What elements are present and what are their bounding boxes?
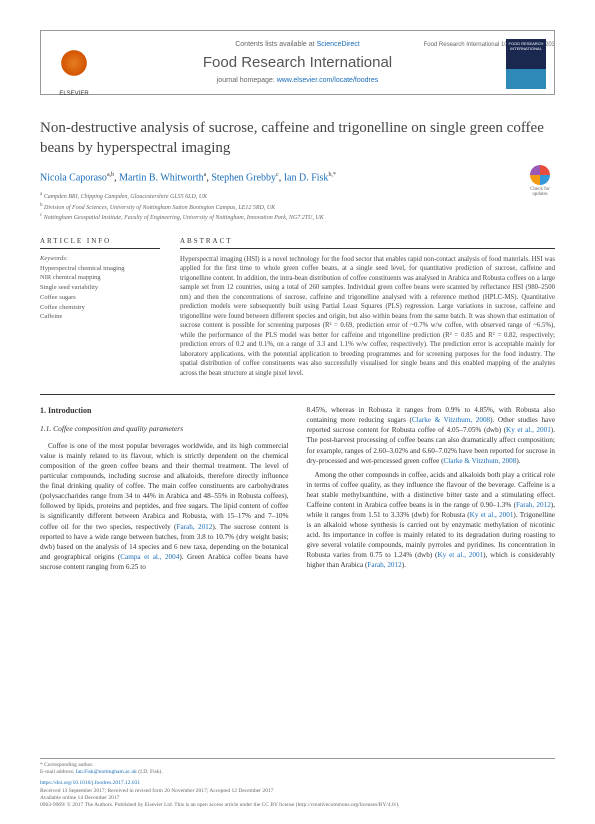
journal-homepage-line: journal homepage: www.elsevier.com/locat… [56,77,539,84]
doi-link[interactable]: https://doi.org/10.1016/j.foodres.2017.1… [40,780,140,786]
keyword: Hyperspectral chemical imaging [40,264,160,274]
abstract-col: ABSTRACT Hyperspectral imaging (HSI) is … [180,237,555,379]
abstract-heading: ABSTRACT [180,237,555,249]
subsection-heading: 1.1. Coffee composition and quality para… [40,424,289,435]
article-info-heading: ARTICLE INFO [40,237,160,249]
affiliation-b: b Division of Food Sciences, University … [40,202,555,212]
body-col-right: 8.45%, whereas in Robusta it ranges from… [307,405,556,576]
keywords-label: Keywords: [40,255,160,262]
journal-cover-thumbnail: FOOD RESEARCH INTERNATIONAL [506,39,546,89]
article-info-col: ARTICLE INFO Keywords: Hyperspectral che… [40,237,160,379]
citation-link[interactable]: Clarke & Vitzthum, 2008 [412,416,490,424]
body-columns: 1. Introduction 1.1. Coffee composition … [40,405,555,576]
contents-prefix: Contents lists available at [235,41,316,48]
corresponding-mark: * [333,172,336,178]
section-heading: 1. Introduction [40,405,289,416]
body-paragraph: Coffee is one of the most popular bevera… [40,441,289,572]
email-link[interactable]: Ian.Fisk@nottingham.ac.uk [76,769,137,775]
doi-line: https://doi.org/10.1016/j.foodres.2017.1… [40,780,555,787]
check-updates-label: Check for updates [530,187,550,197]
citation-link[interactable]: Clarke & Vitzthum, 2008 [443,457,516,465]
sciencedirect-link[interactable]: ScienceDirect [317,41,360,48]
keyword: NIR chemical mapping [40,273,160,283]
available-line: Available online 14 December 2017 [40,795,555,802]
body-col-left: 1. Introduction 1.1. Coffee composition … [40,405,289,576]
section-divider [40,394,555,395]
citation-link[interactable]: Farah, 2012 [367,561,401,569]
citation-link[interactable]: Ky et al., 2001 [437,551,483,559]
elsevier-logo [49,39,99,94]
keywords-list: Hyperspectral chemical imaging NIR chemi… [40,264,160,323]
author-link[interactable]: Nicola Caporaso [40,172,107,183]
citation-link[interactable]: Campa et al., 2004 [120,553,179,561]
cover-text: FOOD RESEARCH INTERNATIONAL [509,41,544,51]
keyword: Single seed variability [40,283,160,293]
journal-header: FOOD RESEARCH INTERNATIONAL Contents lis… [40,30,555,95]
author-affil-sup: a [204,172,207,178]
check-updates-icon [530,165,550,185]
elsevier-tree-icon [54,47,94,87]
copyright-line: 0963-9969/ © 2017 The Authors. Published… [40,802,555,809]
email-line: E-mail address: Ian.Fisk@nottingham.ac.u… [40,769,555,776]
journal-title: Food Research International [56,54,539,71]
affiliations: a Campden BRI, Chipping Campden, Glouces… [40,191,555,222]
citation-link[interactable]: Ky et al., 2001 [506,426,551,434]
citation-link[interactable]: Ky et al., 2001 [470,511,514,519]
keyword: Coffee sugars [40,293,160,303]
citation-link[interactable]: Farah, 2012 [516,501,551,509]
homepage-link[interactable]: www.elsevier.com/locate/foodres [277,77,379,84]
author-affil-sup: a,b [107,172,114,178]
author-affil-sup: c [276,172,279,178]
keyword: Caffeine [40,312,160,322]
page-footer: * Corresponding author. E-mail address: … [40,755,555,809]
author-link[interactable]: Stephen Grebby [211,172,276,183]
affiliation-a: a Campden BRI, Chipping Campden, Glouces… [40,191,555,201]
authors-line: Nicola Caporasoa,b, Martin B. Whitwortha… [40,172,555,183]
homepage-prefix: journal homepage: [217,77,277,84]
footer-divider [40,758,555,759]
citation-link[interactable]: Farah, 2012 [176,523,212,531]
keyword: Coffee chemistry [40,303,160,313]
info-abstract-row: ARTICLE INFO Keywords: Hyperspectral che… [40,237,555,379]
abstract-text: Hyperspectral imaging (HSI) is a novel t… [180,255,555,379]
article-title: Non-destructive analysis of sucrose, caf… [40,119,555,158]
check-updates-badge[interactable]: Check for updates [525,165,555,195]
author-link[interactable]: Ian D. Fisk [284,172,329,183]
affiliation-c: c Nottingham Geospatial Institute, Facul… [40,212,555,222]
author-link[interactable]: Martin B. Whitworth [119,172,204,183]
article-main: Non-destructive analysis of sucrose, caf… [40,119,555,576]
body-paragraph: Among the other compounds in coffee, aci… [307,470,556,571]
contents-line: Contents lists available at ScienceDirec… [56,41,539,48]
body-paragraph: 8.45%, whereas in Robusta it ranges from… [307,405,556,465]
